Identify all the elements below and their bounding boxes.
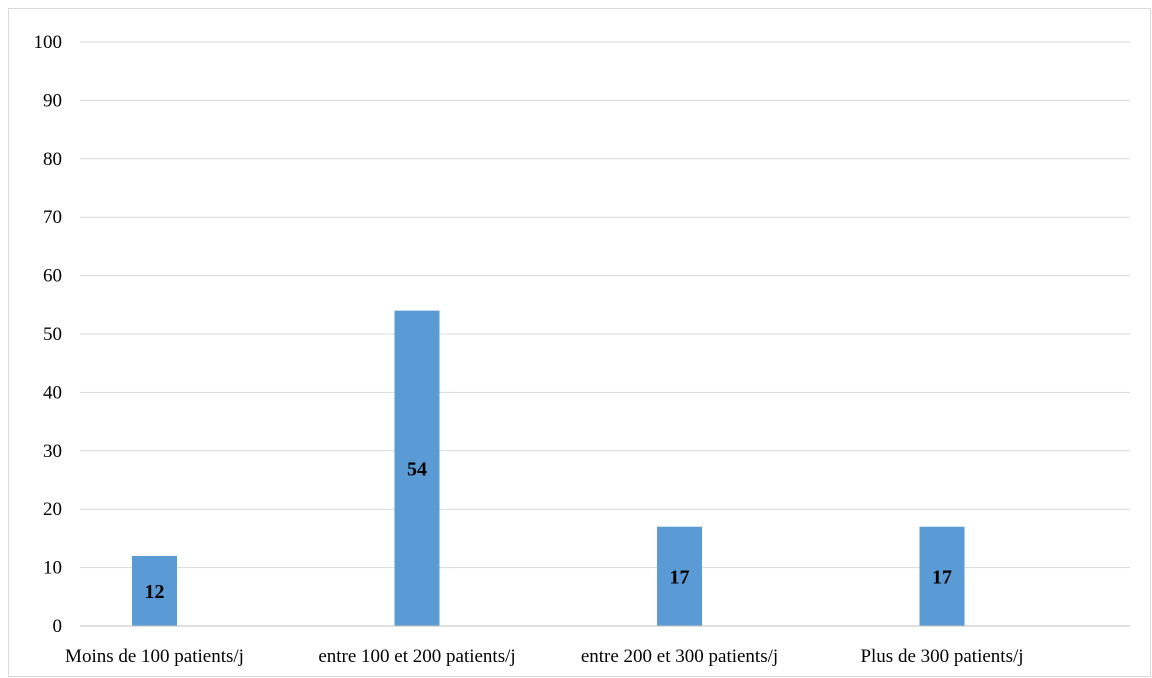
y-tick-label: 90	[43, 90, 62, 111]
y-tick-label: 10	[43, 558, 62, 579]
y-tick-label: 30	[43, 441, 62, 462]
data-labels: 12 54 17 17	[145, 458, 953, 603]
y-tick-label: 40	[43, 382, 62, 403]
x-category-label: entre 100 et 200 patients/j	[318, 646, 515, 667]
y-tick-label: 50	[43, 324, 62, 345]
y-tick-label: 70	[43, 207, 62, 228]
x-category-label: Moins de 100 patients/j	[65, 646, 244, 667]
data-label: 17	[670, 566, 690, 588]
data-label: 17	[932, 566, 952, 588]
x-category-label: entre 200 et 300 patients/j	[581, 646, 778, 667]
x-axis-category-labels: Moins de 100 patients/j entre 100 et 200 …	[65, 646, 1023, 667]
gridlines	[80, 42, 1130, 568]
data-label: 54	[407, 458, 427, 480]
y-tick-label: 0	[53, 616, 63, 637]
y-axis-tick-labels: 0 10 20 30 40 50 60 70 80 90 100	[34, 32, 63, 637]
data-label: 12	[145, 581, 165, 603]
y-tick-label: 80	[43, 149, 62, 170]
bars	[132, 311, 965, 626]
y-tick-label: 100	[34, 32, 63, 53]
y-tick-label: 20	[43, 499, 62, 520]
y-tick-label: 60	[43, 266, 62, 287]
x-category-label: Plus de 300 patients/j	[860, 646, 1023, 667]
